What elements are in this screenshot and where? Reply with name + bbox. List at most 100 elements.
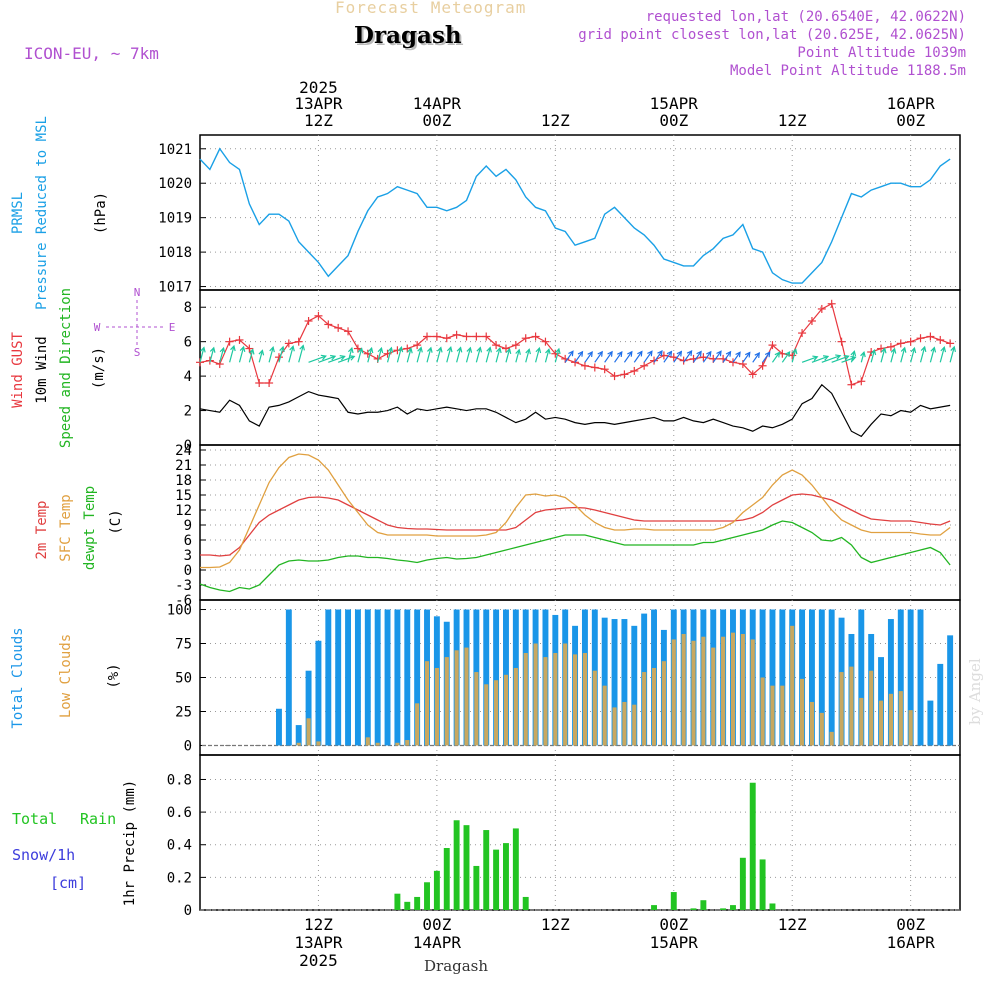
wind-arrow: [614, 351, 623, 363]
total-cloud-bar: [493, 609, 500, 746]
total-cloud-bar: [769, 609, 776, 746]
wind-arrow: [258, 350, 263, 363]
wind-arrow: [475, 347, 481, 363]
wind-arrow-head: [725, 350, 732, 357]
wind-arrow-head: [397, 346, 404, 353]
wind-arrow-head: [577, 350, 584, 357]
rain-bar: [512, 828, 519, 910]
wind-arrow-head: [587, 350, 593, 358]
total-cloud-bar: [414, 609, 421, 746]
wind-arrow-head: [248, 348, 255, 355]
low-cloud-bar: [434, 667, 439, 746]
wind-arrow-head: [940, 346, 947, 353]
low-cloud-bar: [740, 633, 745, 746]
wind-arrow: [396, 347, 403, 363]
low-cloud-bar: [306, 718, 311, 746]
wind-arrow-head: [686, 350, 693, 357]
rain-bar: [690, 908, 697, 910]
wind-arrow-head: [880, 347, 887, 354]
wind-arrow: [702, 351, 712, 363]
wind-arrow: [712, 350, 722, 363]
wind-arrow-head: [744, 351, 751, 358]
low-cloud-bar: [730, 632, 736, 746]
rain-bar: [443, 848, 450, 910]
wind-arrow-head: [930, 346, 937, 353]
wind-arrow-head: [377, 346, 384, 354]
total-cloud-bar: [858, 609, 865, 746]
wind-arrow: [584, 351, 593, 363]
wind-arrow: [199, 347, 205, 363]
temp2m-line: [200, 493, 951, 557]
total-cloud-bar: [937, 663, 944, 746]
rain-bar: [522, 896, 529, 910]
rain-bar: [720, 908, 727, 910]
wind-arrow: [328, 355, 345, 363]
wind-arrow: [801, 356, 818, 363]
rain-bar: [759, 859, 766, 910]
top-time-date: 14APR: [413, 94, 462, 113]
total-cloud-bar: [907, 609, 914, 746]
temp-tick-label: 12: [175, 503, 192, 519]
top-time-year: 2025: [299, 78, 338, 97]
wind-arrow-head: [515, 348, 521, 355]
temp-tick-label: -3: [175, 578, 192, 594]
compass-e: E: [169, 321, 176, 334]
low-cloud-bar: [484, 684, 489, 746]
wind-arrow-head: [627, 350, 633, 357]
credit-watermark: by Angel: [966, 658, 984, 725]
wind-arrow: [643, 350, 653, 363]
wind-arrow: [268, 347, 274, 363]
wind-arrow-head: [436, 346, 443, 353]
bottom-time-hour: 00Z: [422, 915, 451, 934]
rain-bar: [651, 905, 657, 910]
precip-tick-label: 0: [184, 903, 192, 919]
total-cloud-bar: [354, 609, 361, 746]
wind-arrow-head: [219, 346, 226, 354]
temp-tick-label: 0: [184, 563, 192, 579]
wind-arrow: [604, 351, 613, 363]
low-cloud-bar: [849, 666, 854, 746]
low-cloud-bar: [691, 640, 696, 746]
rain-bar: [700, 900, 707, 910]
wind-arrow-head: [764, 351, 771, 358]
wind-arrow: [367, 347, 373, 363]
total-cloud-bar: [897, 609, 904, 746]
rain-bar: [404, 901, 411, 910]
wind-arrow: [465, 347, 471, 363]
wind-arrow-head: [676, 350, 683, 357]
wind-arrow: [446, 347, 452, 363]
pressure-sublabel: Pressure Reduced to MSL: [34, 116, 50, 310]
wind-arrow: [732, 351, 741, 363]
low-cloud-bar: [424, 661, 430, 746]
wind-arrow-head: [427, 346, 433, 353]
bottom-time-year: 2025: [299, 951, 338, 970]
rain-bar: [394, 893, 401, 910]
wind-arrow: [564, 350, 574, 363]
bottom-time-date: 16APR: [887, 933, 936, 952]
wind-unit: (m/s): [91, 347, 107, 389]
low-cloud-bar: [701, 636, 706, 746]
wind-arrow-head: [545, 348, 551, 355]
low-cloud-bar: [612, 707, 617, 746]
total-cloud-bar: [404, 609, 411, 746]
wind-arrow: [831, 355, 849, 363]
total-cloud-bar: [325, 609, 332, 746]
model-altitude: Model Point Altitude 1188.5m: [729, 63, 966, 79]
rain-label-rain: Rain: [80, 810, 116, 828]
top-time-hour: 12Z: [541, 111, 570, 130]
wind-arrow-head: [258, 349, 265, 356]
wind-arrow-head: [535, 346, 542, 354]
wind-arrow-head: [774, 351, 781, 358]
low-cloud-bar: [365, 737, 370, 746]
low-cloud-bar: [513, 667, 518, 746]
precip-tick-label: 0.6: [167, 805, 192, 821]
low-cloud-bar: [602, 685, 607, 746]
low-cloud-bar: [543, 657, 548, 746]
low-cloud-bar: [671, 639, 676, 746]
wind-arrow: [238, 346, 245, 363]
wind-arrow: [683, 350, 693, 363]
total-cloud-bar: [927, 700, 934, 746]
low-cloud-bar: [296, 742, 301, 746]
total-cloud-bar: [818, 609, 825, 746]
low-cloud-bar: [760, 677, 765, 746]
